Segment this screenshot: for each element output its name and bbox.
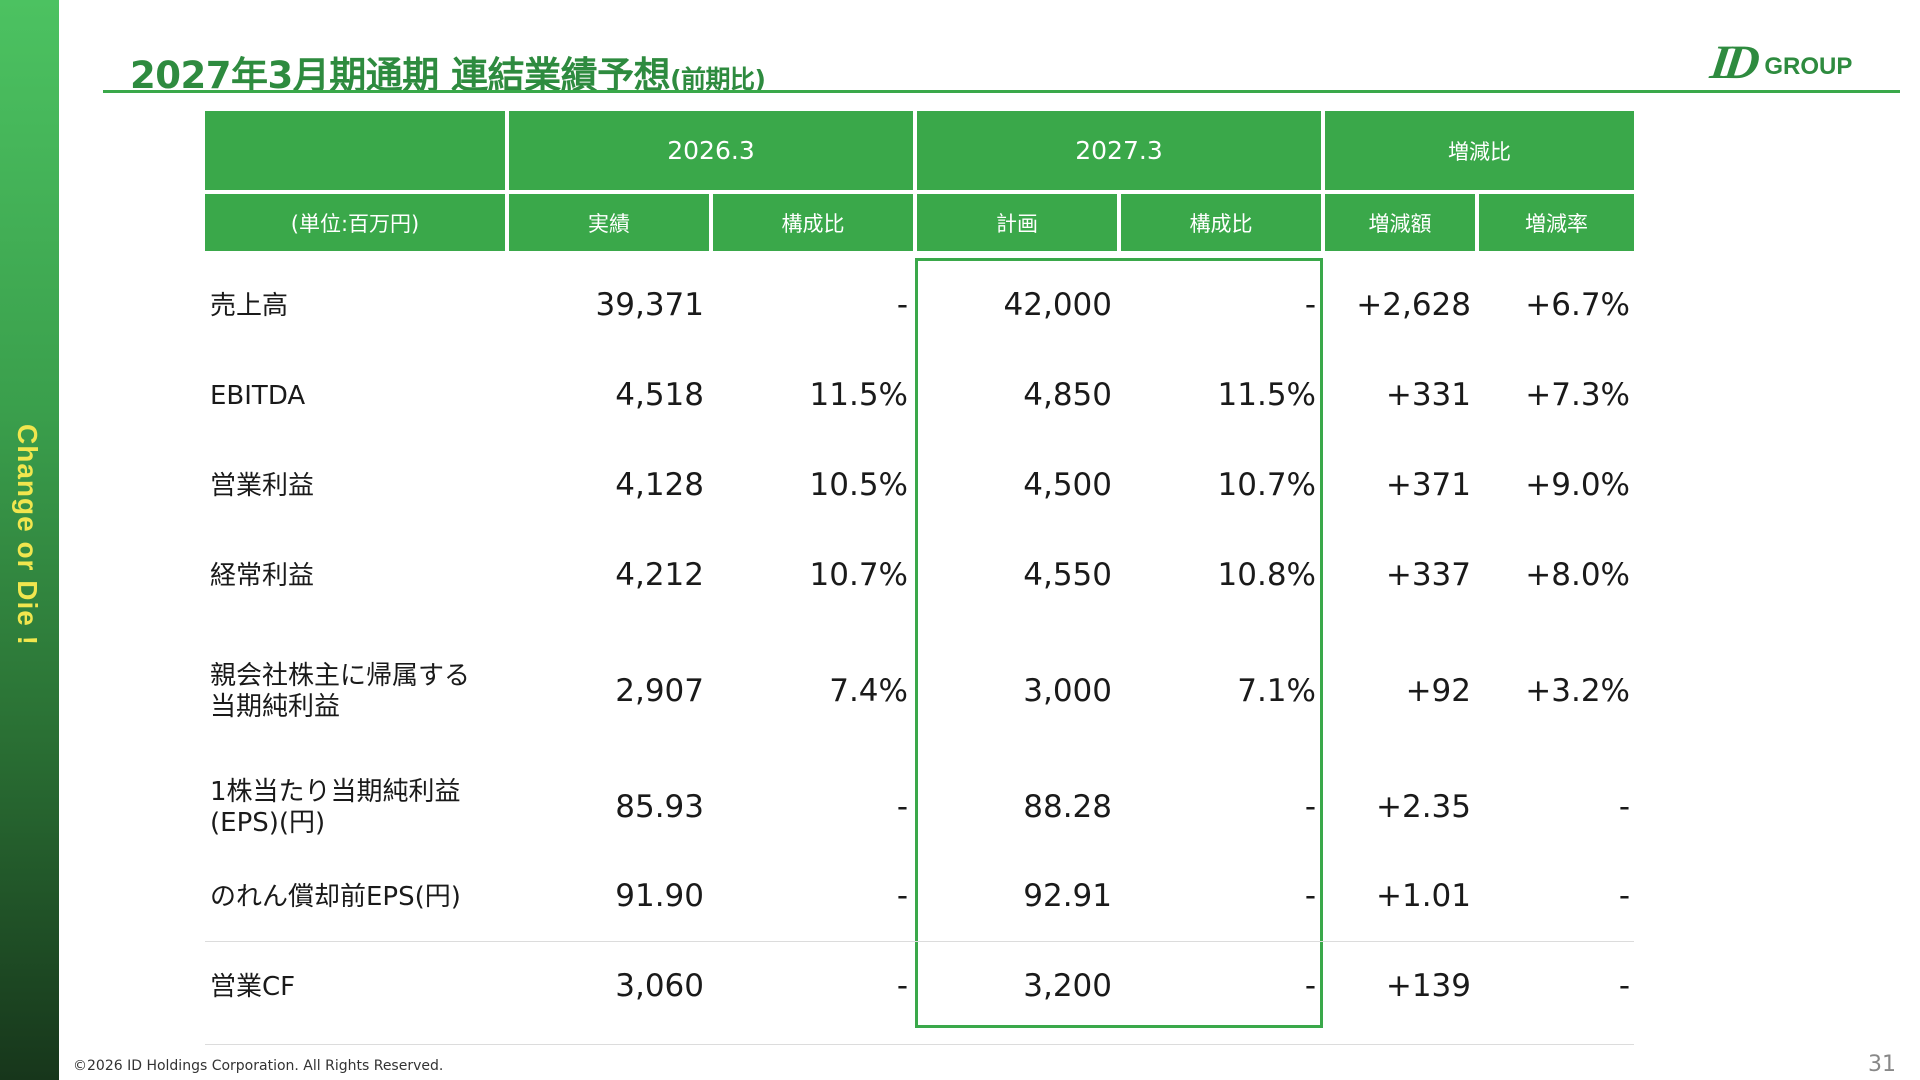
cell-change-amount: +2.35 [1376, 789, 1471, 825]
cell-ratio-prev: 10.7% [809, 557, 908, 593]
cell-ratio-prev: 11.5% [809, 377, 908, 413]
title-rule [103, 90, 1900, 93]
cell-change-amount: +371 [1385, 467, 1471, 503]
row-divider [205, 941, 1634, 942]
cell-actual: 3,060 [615, 968, 704, 1004]
row-label: 経常利益 [210, 561, 315, 591]
cell-ratio-plan: - [1304, 968, 1316, 1004]
header-corner [205, 111, 505, 190]
header-change-rate: 増減率 [1479, 194, 1634, 251]
cell-change-amount: +92 [1405, 673, 1471, 709]
header-actual: 実績 [509, 194, 709, 251]
copyright-notice: ©2026 ID Holdings Corporation. All Right… [73, 1058, 444, 1074]
logo-mark: ID [1707, 36, 1759, 89]
header-period-plan: 2027.3 [917, 111, 1321, 190]
row-label: 売上高 [210, 291, 289, 321]
cell-actual: 4,518 [615, 377, 704, 413]
cell-change-amount: +1.01 [1376, 878, 1471, 914]
row-label: 1株当たり当期純利益 (EPS)(円) [210, 777, 461, 839]
cell-change-rate: +6.7% [1525, 287, 1630, 323]
page-title: 2027年3月期通期 連結業績予想(前期比) [130, 45, 766, 99]
row-label: 営業利益 [210, 471, 315, 501]
cell-plan: 3,000 [1023, 673, 1112, 709]
cell-ratio-plan: 11.5% [1217, 377, 1316, 413]
header-change: 増減比 [1325, 111, 1634, 190]
cell-plan: 4,500 [1023, 467, 1112, 503]
header-change-amount: 増減額 [1325, 194, 1475, 251]
row-label: 営業CF [210, 972, 296, 1002]
cell-actual: 39,371 [595, 287, 704, 323]
row-label-line1: 1株当たり当期純利益 [210, 777, 461, 807]
header-ratio-prev: 構成比 [713, 194, 913, 251]
cell-actual: 91.90 [615, 878, 704, 914]
cell-ratio-plan: 7.1% [1237, 673, 1316, 709]
cell-plan: 4,550 [1023, 557, 1112, 593]
cell-ratio-plan: 10.7% [1217, 467, 1316, 503]
cell-plan: 92.91 [1023, 878, 1112, 914]
cell-ratio-plan: - [1304, 878, 1316, 914]
cell-change-amount: +2,628 [1356, 287, 1471, 323]
cell-actual: 4,212 [615, 557, 704, 593]
header-period-prev: 2026.3 [509, 111, 913, 190]
cell-change-rate: +8.0% [1525, 557, 1630, 593]
cell-actual: 85.93 [615, 789, 704, 825]
row-label-line2: (EPS)(円) [210, 808, 326, 838]
cell-actual: 2,907 [615, 673, 704, 709]
cell-ratio-prev: - [896, 287, 908, 323]
cell-ratio-prev: - [896, 968, 908, 1004]
sidebar: Change or Die ! [0, 0, 59, 1080]
cell-ratio-plan: - [1304, 287, 1316, 323]
cell-change-rate: +9.0% [1525, 467, 1630, 503]
plan-highlight-frame [915, 258, 1323, 1028]
header-ratio-plan: 構成比 [1121, 194, 1321, 251]
cell-change-amount: +337 [1385, 557, 1471, 593]
header-unit: (単位:百万円) [205, 194, 505, 251]
page-number: 31 [1868, 1052, 1896, 1077]
cell-ratio-prev: 7.4% [829, 673, 908, 709]
cell-plan: 3,200 [1023, 968, 1112, 1004]
cell-plan: 4,850 [1023, 377, 1112, 413]
table-bottom-rule [205, 1044, 1634, 1045]
tagline: Change or Die ! [12, 424, 43, 646]
cell-plan: 42,000 [1003, 287, 1112, 323]
row-label-line2: 当期純利益 [210, 692, 341, 722]
row-label-line1: 親会社株主に帰属する [210, 661, 471, 691]
row-label: 親会社株主に帰属する 当期純利益 [210, 661, 470, 723]
cell-change-rate: - [1618, 789, 1630, 825]
row-label: のれん償却前EPS(円) [210, 882, 461, 912]
cell-ratio-plan: - [1304, 789, 1316, 825]
cell-change-amount: +139 [1385, 968, 1471, 1004]
cell-ratio-prev: - [896, 789, 908, 825]
cell-actual: 4,128 [615, 467, 704, 503]
cell-change-amount: +331 [1385, 377, 1471, 413]
company-logo: ID GROUP [1707, 36, 1853, 89]
row-label: EBITDA [210, 381, 306, 411]
cell-ratio-prev: - [896, 878, 908, 914]
title-sub: (前期比) [670, 65, 766, 94]
cell-plan: 88.28 [1023, 789, 1112, 825]
cell-change-rate: - [1618, 878, 1630, 914]
logo-text: GROUP [1764, 53, 1853, 80]
cell-change-rate: - [1618, 968, 1630, 1004]
cell-change-rate: +3.2% [1525, 673, 1630, 709]
header-plan: 計画 [917, 194, 1117, 251]
cell-ratio-plan: 10.8% [1217, 557, 1316, 593]
cell-change-rate: +7.3% [1525, 377, 1630, 413]
title-main: 2027年3月期通期 連結業績予想 [130, 54, 671, 97]
cell-ratio-prev: 10.5% [809, 467, 908, 503]
